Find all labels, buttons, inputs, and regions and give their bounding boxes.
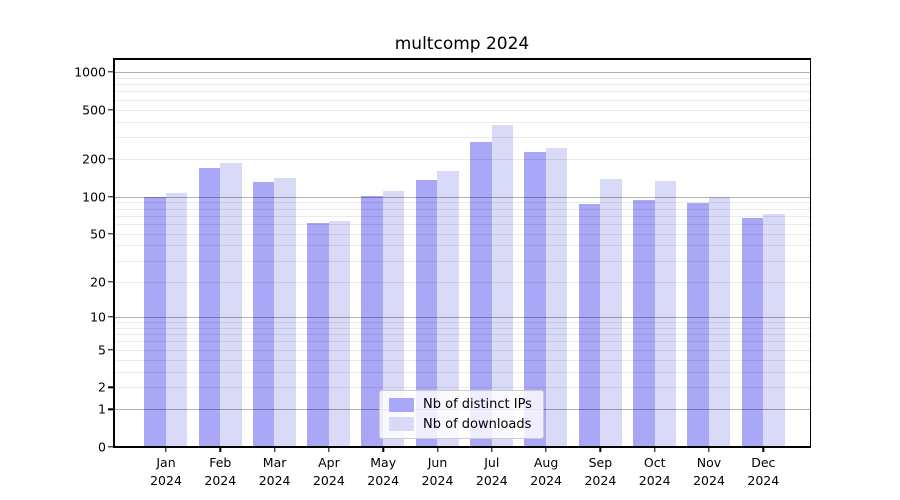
bar-nov-downloads — [708, 196, 731, 447]
y-tick-label-1000: 1000 — [74, 64, 106, 80]
chart-title: multcomp 2024 — [394, 34, 530, 54]
bar-aug-distinct-ips — [524, 152, 546, 447]
legend-label-downloads: Nb of downloads — [423, 416, 532, 432]
x-tick-label-dec: Dec 2024 — [747, 455, 780, 488]
bar-jun-downloads — [437, 171, 459, 447]
x-tick-mark-sep — [599, 447, 602, 452]
bar-nov-distinct-ips — [687, 203, 709, 447]
bar-oct-downloads — [654, 181, 676, 447]
bar-may-downloads — [382, 190, 405, 447]
plot-area: Nb of distinct IPs Nb of downloads — [113, 58, 811, 448]
y-tick-mark — [108, 446, 114, 448]
x-tick-mark-oct — [653, 447, 656, 452]
x-tick-label-mar: Mar 2024 — [258, 455, 291, 488]
y-tick-label-50: 50 — [90, 226, 106, 242]
x-tick-mark-apr — [328, 447, 330, 452]
y-tick-label-2: 2 — [98, 379, 106, 395]
x-tick-mark-nov — [708, 447, 710, 452]
axis-spine-left — [113, 58, 115, 448]
y-tick-mark — [108, 280, 114, 283]
y-tick-mark — [108, 348, 114, 351]
gridline-minor-600 — [114, 99, 810, 101]
bar-dec-downloads — [763, 214, 785, 447]
gridline-minor-300 — [114, 137, 810, 139]
y-tick-mark — [108, 195, 114, 198]
bar-aug-downloads — [545, 147, 568, 447]
x-tick-label-jan: Jan 2024 — [150, 455, 182, 488]
bar-may-distinct-ips — [361, 195, 383, 447]
x-tick-label-oct: Oct 2024 — [638, 455, 671, 488]
y-tick-mark — [108, 316, 114, 318]
y-tick-label-5: 5 — [98, 342, 106, 358]
y-tick-mark — [108, 386, 114, 389]
legend-swatch-downloads — [389, 417, 414, 432]
x-tick-mark-feb — [219, 447, 221, 452]
gridline-minor-200 — [114, 159, 810, 161]
gridline-minor-400 — [114, 121, 810, 123]
bar-jan-distinct-ips — [144, 196, 166, 447]
bar-sep-downloads — [600, 179, 622, 447]
bar-mar-downloads — [274, 178, 296, 447]
x-tick-mark-aug — [545, 447, 547, 452]
gridline-minor-500 — [114, 109, 810, 111]
legend-label-distinct-ips: Nb of distinct IPs — [423, 397, 532, 413]
bar-feb-downloads — [220, 163, 242, 447]
x-tick-mark-may — [382, 447, 384, 452]
y-tick-mark — [108, 408, 114, 411]
x-tick-label-apr: Apr 2024 — [312, 455, 345, 488]
y-tick-label-10: 10 — [90, 309, 106, 325]
x-tick-mark-dec — [762, 447, 764, 452]
axis-spine-right — [809, 58, 811, 448]
bar-jan-downloads — [165, 193, 188, 447]
y-tick-mark — [108, 108, 114, 111]
bar-apr-distinct-ips — [307, 223, 329, 447]
legend-swatch-distinct-ips — [389, 397, 414, 412]
legend-item-downloads: Nb of downloads — [389, 417, 534, 432]
axis-spine-top — [113, 58, 811, 60]
bar-apr-downloads — [328, 221, 351, 447]
bar-jul-distinct-ips — [470, 141, 492, 447]
y-tick-label-200: 200 — [82, 151, 106, 167]
bar-feb-distinct-ips — [198, 168, 220, 447]
y-tick-label-20: 20 — [90, 274, 106, 290]
bar-oct-distinct-ips — [633, 199, 655, 447]
y-tick-label-500: 500 — [82, 102, 106, 117]
legend: Nb of distinct IPs Nb of downloads — [379, 390, 544, 439]
bar-mar-distinct-ips — [252, 181, 275, 447]
bar-dec-distinct-ips — [741, 217, 763, 447]
bar-jun-distinct-ips — [415, 179, 438, 447]
x-tick-mark-jan — [165, 447, 167, 452]
x-tick-label-may: May 2024 — [367, 455, 400, 488]
gridline-minor-900 — [114, 77, 810, 79]
y-tick-mark — [108, 158, 114, 160]
bar-sep-distinct-ips — [578, 204, 601, 447]
gridline-major-1000 — [114, 72, 810, 73]
bar-jul-downloads — [491, 125, 513, 447]
x-tick-label-feb: Feb 2024 — [204, 455, 237, 488]
legend-item-distinct-ips: Nb of distinct IPs — [389, 397, 534, 412]
y-tick-label-1: 1 — [98, 401, 106, 417]
x-tick-label-nov: Nov 2024 — [693, 455, 725, 488]
x-tick-label-sep: Sep 2024 — [584, 455, 617, 488]
x-tick-label-jun: Jun 2024 — [421, 455, 454, 488]
y-tick-mark — [108, 71, 114, 73]
x-tick-mark-jun — [436, 447, 439, 452]
y-tick-label-100: 100 — [82, 189, 106, 204]
axis-spine-bottom — [113, 446, 811, 448]
y-tick-label-0: 0 — [98, 439, 106, 455]
y-tick-mark — [108, 232, 114, 235]
gridline-minor-700 — [114, 91, 810, 93]
x-tick-mark-mar — [273, 447, 276, 452]
gridline-minor-800 — [114, 84, 810, 86]
x-tick-mark-jul — [491, 447, 493, 452]
x-tick-label-aug: Aug 2024 — [530, 455, 562, 488]
x-tick-label-jul: Jul 2024 — [475, 455, 508, 488]
